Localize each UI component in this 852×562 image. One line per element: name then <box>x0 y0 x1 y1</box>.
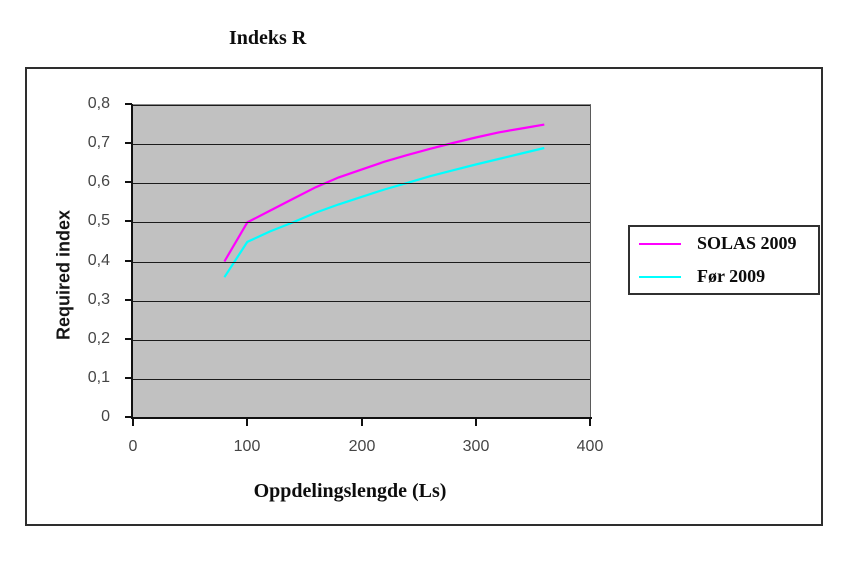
x-tick <box>475 419 477 426</box>
gridline <box>133 379 590 380</box>
y-axis-line <box>131 104 133 419</box>
gridline <box>133 222 590 223</box>
gridline <box>133 144 590 145</box>
series-line-solas-2009 <box>223 123 545 263</box>
gridline <box>133 262 590 263</box>
x-tick <box>361 419 363 426</box>
x-tick <box>132 419 134 426</box>
y-tick-label: 0 <box>101 408 110 425</box>
gridline <box>133 183 590 184</box>
x-axis-line <box>131 417 592 419</box>
gridline <box>133 340 590 341</box>
x-tick <box>246 419 248 426</box>
y-tick-label: 0,8 <box>87 95 110 112</box>
y-tick <box>125 181 132 183</box>
x-tick-label: 400 <box>576 438 604 455</box>
y-tick <box>125 103 132 105</box>
y-tick <box>125 260 132 262</box>
legend-line-sample <box>639 275 681 278</box>
y-tick-label: 0,3 <box>87 291 110 308</box>
x-tick-label: 300 <box>462 438 490 455</box>
legend-item: Før 2009 <box>630 264 818 290</box>
series-line-for-2009 <box>223 146 545 278</box>
x-tick-label: 200 <box>348 438 376 455</box>
y-tick-label: 0,6 <box>87 173 110 190</box>
x-tick-label: 0 <box>128 438 138 455</box>
x-tick-label: 100 <box>233 438 261 455</box>
series-plot <box>223 123 545 278</box>
y-tick <box>125 220 132 222</box>
chart-title: Indeks R <box>229 27 307 49</box>
legend-item-label: SOLAS 2009 <box>697 233 797 253</box>
gridline <box>133 105 590 106</box>
y-tick-label: 0,4 <box>87 252 110 269</box>
y-tick <box>125 142 132 144</box>
y-tick <box>125 299 132 301</box>
y-tick-label: 0,7 <box>87 134 110 151</box>
x-axis-title: Oppdelingslengde (Ls) <box>253 480 447 502</box>
x-tick <box>589 419 591 426</box>
plot-area <box>133 104 591 418</box>
legend: SOLAS 2009 Før 2009 <box>628 225 820 295</box>
y-tick <box>125 338 132 340</box>
y-tick <box>125 416 132 418</box>
y-tick-label: 0,2 <box>87 330 110 347</box>
gridline <box>133 301 590 302</box>
y-tick <box>125 377 132 379</box>
y-tick-label: 0,1 <box>87 369 110 386</box>
legend-item-label: Før 2009 <box>697 266 766 286</box>
legend-item: SOLAS 2009 <box>630 231 818 257</box>
legend-line-sample <box>639 242 681 245</box>
y-tick-label: 0,5 <box>87 212 110 229</box>
